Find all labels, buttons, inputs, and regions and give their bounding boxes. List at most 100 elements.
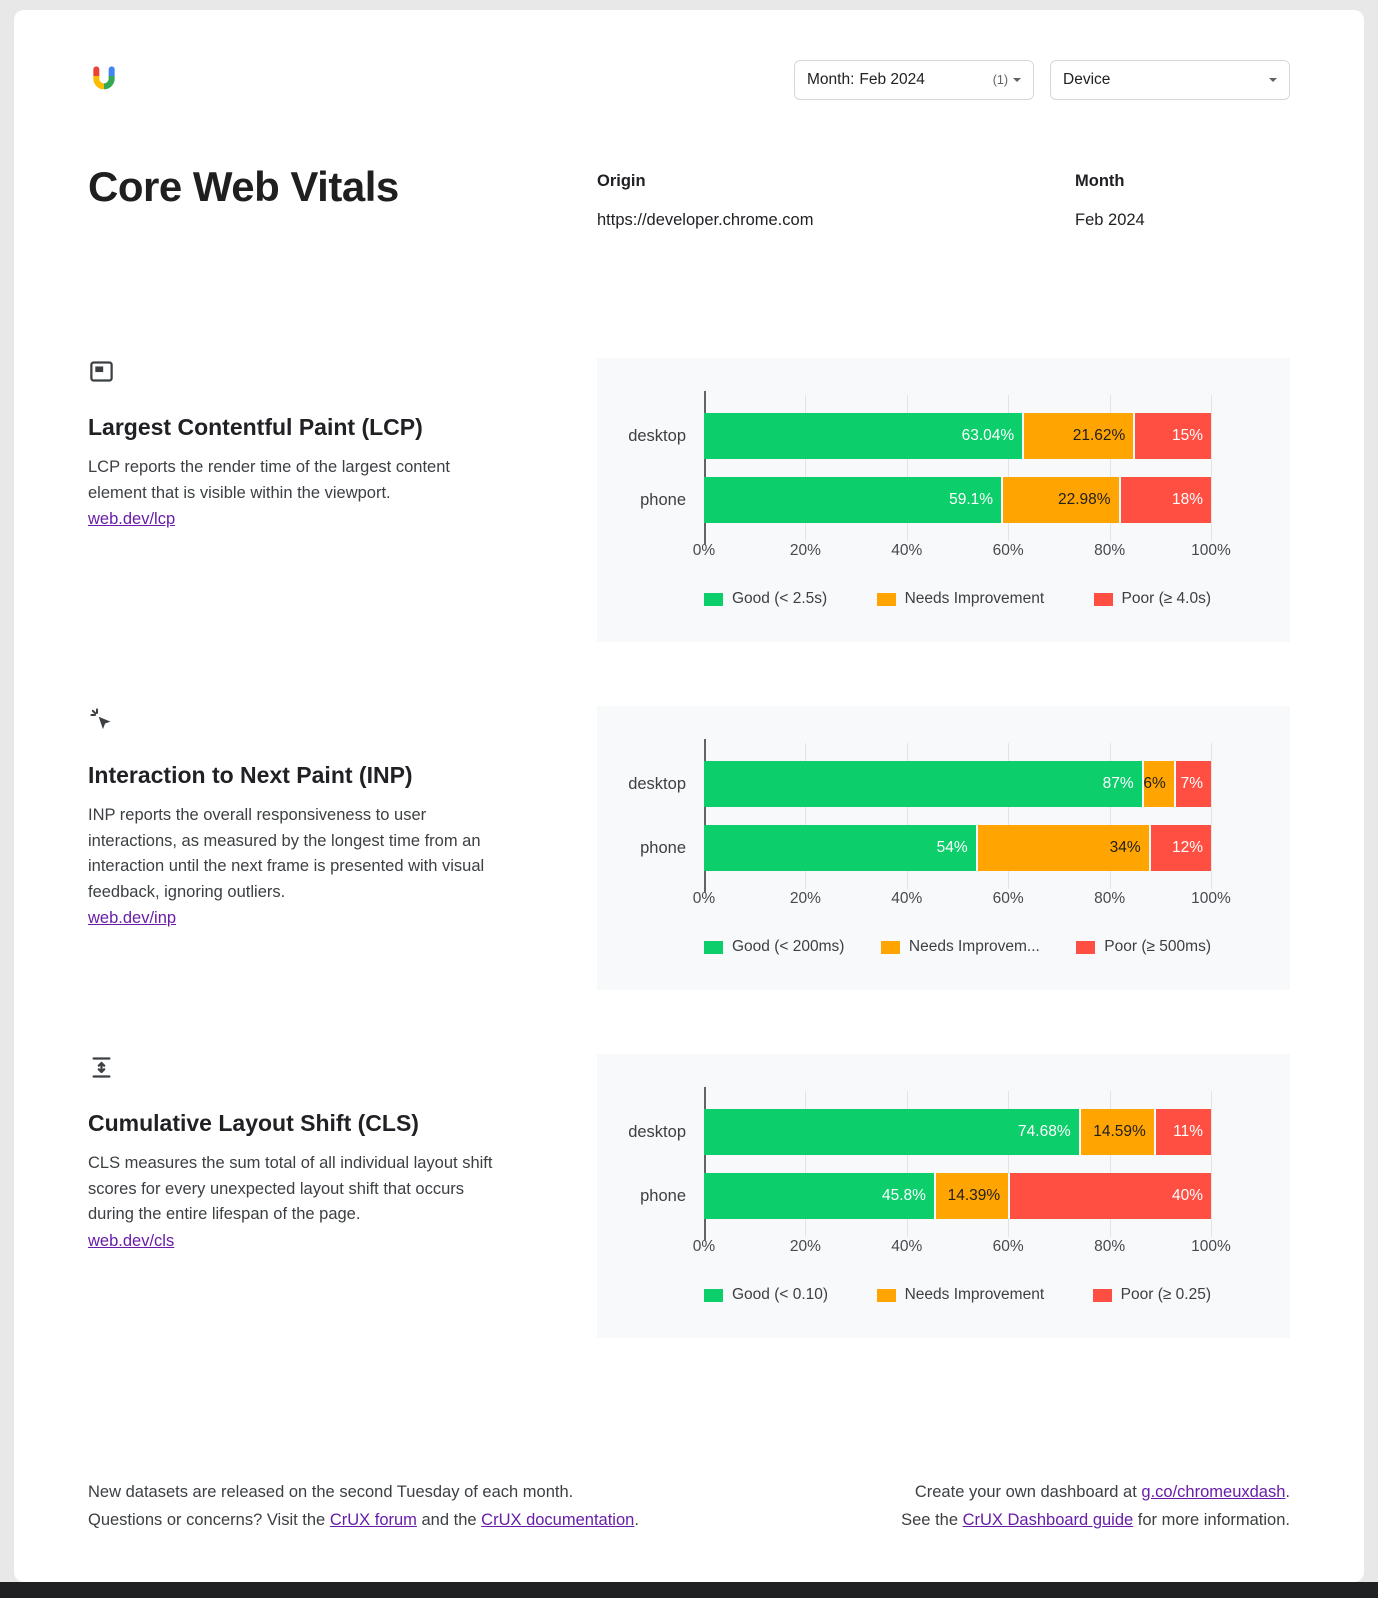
bar-value-label: 87% [1102,775,1134,792]
bar-segment-poor[interactable]: 11% [1153,1109,1211,1155]
x-tick: 0% [692,542,716,559]
metric-info-inp: Interaction to Next Paint (INP) INP repor… [88,706,597,928]
x-tick: 100% [1191,890,1231,907]
bar-segment-good[interactable]: 59.1% [704,477,1002,523]
month-label: Month [1075,172,1125,190]
chart-plot: desktop 87% 6% 7% phone 54% 34% 12% [628,739,1212,893]
x-axis-ticks: 0% 20% 40% 60% 80% 100% [693,890,1231,910]
legend-label: Good (< 0.10) [732,1286,829,1303]
gridline [1109,743,1111,889]
inp-icon [88,706,597,736]
footer-text: See the [901,1511,963,1530]
x-tick: 20% [789,542,821,559]
bar-segment-good[interactable]: 45.8% [704,1173,934,1219]
metric-section-lcp: Largest Contentful Paint (LCP) LCP report… [88,358,1290,642]
legend-label: Poor (≥ 4.0s) [1121,590,1211,607]
footer-text: . [634,1511,639,1530]
x-axis-ticks: 0% 20% 40% 60% 80% 100% [693,1238,1231,1258]
gridline [805,743,807,889]
legend-label: Needs Improvement [904,590,1045,607]
bar-value-label: 40% [1171,1187,1203,1204]
chart-legend: Good (< 0.10) Needs Improvement Poor (≥ 0.… [704,1286,1211,1304]
bar-value-label: 54% [936,839,968,856]
chromeuxdash-link[interactable]: g.co/chromeuxdash [1141,1483,1286,1501]
crux-logo-icon [88,64,120,96]
gridline [906,395,908,541]
bar-value-label: 21.62% [1072,427,1126,444]
chart-card-inp: desktop 87% 6% 7% phone 54% 34% 12% 0% 20% 40% 60% 8… [597,706,1290,990]
footer-guide-line: See the CrUX Dashboard guide for more in… [901,1506,1290,1534]
metric-doc-link[interactable]: web.dev/inp [88,909,177,928]
crux-forum-link[interactable]: CrUX forum [329,1511,417,1530]
bar-row-phone: phone 54% 34% 12% [640,816,1211,880]
y-axis-line [704,1087,706,1241]
bar-segment-good[interactable]: 63.04% [704,413,1023,459]
category-label: desktop [628,426,686,445]
legend-swatch-needs_improvement [880,940,900,954]
bar-segment-needs_improvement[interactable]: 22.98% [1001,477,1119,523]
chart-legend: Good (< 200ms) Needs Improvem... Poor (≥ 5… [704,938,1211,956]
bar-segment-good[interactable]: 87% [704,761,1142,807]
bar-value-label: 74.68% [1018,1123,1071,1140]
chart-plot: desktop 74.68% 14.59% 11% phone 45.8% 14.39% 40… [628,1087,1212,1241]
x-tick: 80% [1094,1238,1126,1255]
chevron-down-icon [1269,78,1277,86]
legend-item-poor: Poor (≥ 4.0s) [1093,590,1211,608]
stacked-bar: 87% 6% 7% [704,761,1211,807]
chevron-down-icon [1013,78,1021,86]
title-row: Core Web Vitals Origin https://developer… [88,163,1290,230]
bar-row-phone: phone 59.1% 22.98% 18% [640,468,1211,532]
metric-doc-link[interactable]: web.dev/cls [88,1231,175,1250]
category-label: phone [640,1186,686,1205]
footer-text: Questions or concerns? Visit the [88,1511,330,1530]
legend-swatch-poor [1093,592,1113,606]
bar-segment-needs_improvement[interactable]: 34% [975,825,1149,871]
bar-segment-poor[interactable]: 12% [1148,825,1211,871]
bar-segment-needs_improvement[interactable]: 14.59% [1078,1109,1154,1155]
stacked-bar: 45.8% 14.39% 40% [704,1173,1211,1219]
legend-label: Needs Improvement [904,1286,1045,1303]
month-filter-dropdown[interactable]: Month: Feb 2024 (1) [794,60,1034,100]
legend-item-poor: Poor (≥ 500ms) [1076,938,1211,956]
bottom-band [0,1582,1378,1598]
bar-segment-good[interactable]: 74.68% [704,1109,1079,1155]
x-tick: 0% [692,1238,716,1255]
metric-description: INP reports the overall responsiveness t… [88,806,485,901]
bar-segment-good[interactable]: 54% [704,825,976,871]
device-filter-dropdown[interactable]: Device [1050,60,1290,100]
chart-card-lcp: desktop 63.04% 21.62% 15% phone 59.1% 22.98% 18… [597,358,1290,642]
footer-text: . [1285,1483,1290,1501]
bar-segment-needs_improvement[interactable]: 14.39% [933,1173,1009,1219]
y-axis-line [704,391,706,545]
bar-segment-poor[interactable]: 18% [1118,477,1211,523]
legend-label: Good (< 200ms) [732,938,845,955]
bar-rows: desktop 74.68% 14.59% 11% phone 45.8% 14.39% 40… [628,1100,1211,1228]
metric-description: LCP reports the render time of the large… [88,458,450,502]
gridline [1008,1091,1010,1237]
crux-documentation-link[interactable]: CrUX documentation [481,1511,635,1530]
bar-value-label: 15% [1171,427,1203,444]
gridline [1211,1091,1212,1237]
category-label: desktop [628,774,686,793]
gridline [1211,395,1212,541]
metric-section-inp: Interaction to Next Paint (INP) INP repor… [88,706,1290,990]
legend-label: Needs Improvem... [908,938,1040,955]
metric-title: Interaction to Next Paint (INP) [88,762,413,788]
legend-label: Good (< 2.5s) [732,590,828,607]
footer-text: for more information. [1133,1511,1290,1530]
device-filter-label: Device [1063,71,1111,88]
bar-segment-needs_improvement[interactable]: 6% [1141,761,1174,807]
footer-right: Create your own dashboard at g.co/chrome… [901,1478,1290,1534]
metric-doc-link[interactable]: web.dev/lcp [88,510,176,529]
bar-rows: desktop 87% 6% 7% phone 54% 34% 12% [628,752,1211,880]
bar-segment-poor[interactable]: 40% [1008,1173,1211,1219]
bar-segment-poor[interactable]: 15% [1133,413,1211,459]
crux-dashboard-guide-link[interactable]: CrUX Dashboard guide [962,1511,1134,1530]
bar-segment-poor[interactable]: 7% [1173,761,1211,807]
legend-swatch-poor [1076,940,1096,954]
bar-rows: desktop 63.04% 21.62% 15% phone 59.1% 22.98% 18… [628,404,1211,532]
bar-segment-needs_improvement[interactable]: 21.62% [1022,413,1134,459]
bar-value-label: 45.8% [881,1187,926,1204]
footer-release-note: New datasets are released on the second … [88,1483,574,1501]
